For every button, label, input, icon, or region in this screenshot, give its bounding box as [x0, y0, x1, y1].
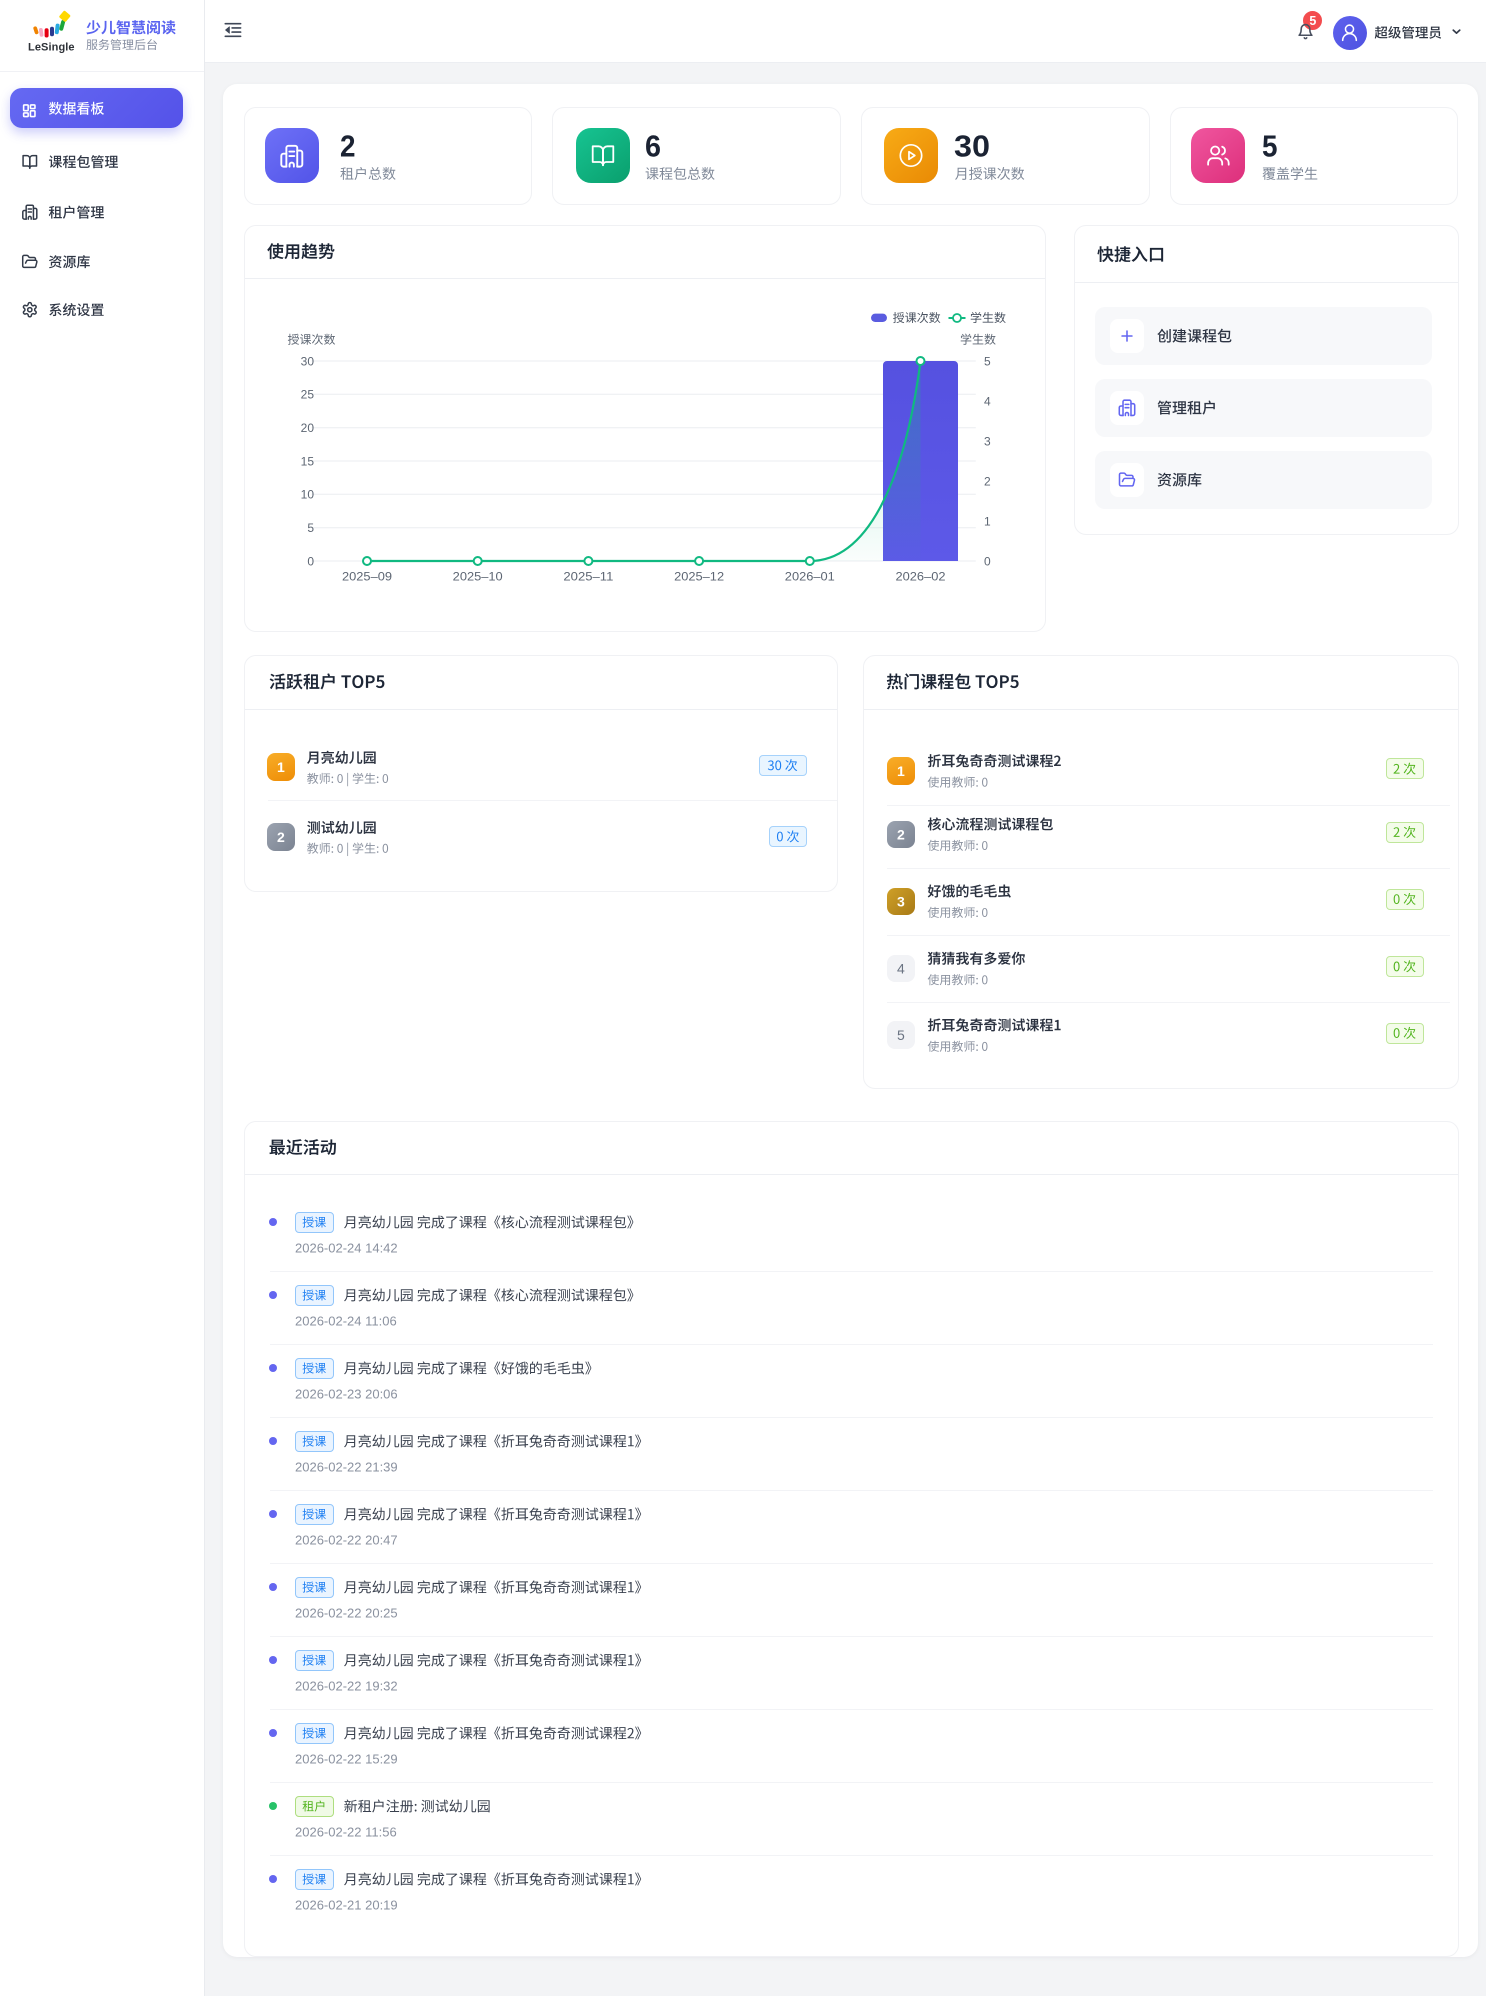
- svg-text:2025–12: 2025–12: [674, 570, 724, 584]
- svg-text:2026-02-22 19:32: 2026-02-22 19:32: [295, 1679, 398, 1694]
- svg-text:2: 2: [897, 826, 905, 842]
- svg-text:1: 1: [897, 763, 905, 779]
- svg-text:2: 2: [340, 129, 356, 164]
- svg-text:2026-02-22 11:56: 2026-02-22 11:56: [295, 1825, 397, 1840]
- svg-text:5: 5: [1309, 14, 1316, 28]
- svg-text:20: 20: [301, 421, 315, 435]
- svg-text:2026-02-22 21:39: 2026-02-22 21:39: [295, 1460, 398, 1475]
- svg-text:2026-02-24 11:06: 2026-02-24 11:06: [295, 1314, 397, 1329]
- svg-text:2026-02-21 20:19: 2026-02-21 20:19: [295, 1898, 398, 1913]
- svg-text:2026–02: 2026–02: [896, 570, 946, 584]
- svg-text:2026–01: 2026–01: [785, 570, 835, 584]
- svg-text:0: 0: [984, 554, 991, 568]
- svg-text:0: 0: [307, 554, 314, 568]
- svg-text:30: 30: [954, 129, 990, 164]
- svg-text:2025–09: 2025–09: [342, 570, 392, 584]
- svg-text:10: 10: [301, 488, 315, 502]
- svg-text:6: 6: [645, 129, 661, 164]
- svg-text:2026-02-23 20:06: 2026-02-23 20:06: [295, 1387, 398, 1402]
- svg-text:4: 4: [897, 961, 905, 977]
- svg-text:4: 4: [984, 394, 991, 408]
- svg-text:1: 1: [984, 514, 991, 528]
- svg-text:5: 5: [1262, 129, 1278, 164]
- svg-text:5: 5: [307, 521, 314, 535]
- svg-text:2026-02-22 15:29: 2026-02-22 15:29: [295, 1752, 398, 1767]
- svg-text:2026-02-22 20:25: 2026-02-22 20:25: [295, 1606, 398, 1621]
- svg-text:3: 3: [897, 893, 905, 909]
- svg-text:5: 5: [984, 354, 991, 368]
- svg-text:30: 30: [301, 354, 315, 368]
- svg-text:2026-02-24 14:42: 2026-02-24 14:42: [295, 1241, 398, 1256]
- svg-text:2026-02-22 20:47: 2026-02-22 20:47: [295, 1533, 398, 1548]
- svg-text:2: 2: [277, 829, 285, 845]
- svg-text:LeSingle: LeSingle: [28, 42, 75, 54]
- svg-text:2: 2: [984, 474, 991, 488]
- svg-text:5: 5: [897, 1027, 905, 1043]
- svg-text:15: 15: [301, 454, 315, 468]
- svg-text:2025–11: 2025–11: [563, 570, 613, 584]
- svg-text:1: 1: [277, 759, 285, 775]
- svg-text:3: 3: [984, 434, 991, 448]
- svg-text:2025–10: 2025–10: [453, 570, 503, 584]
- svg-text:25: 25: [301, 388, 315, 402]
